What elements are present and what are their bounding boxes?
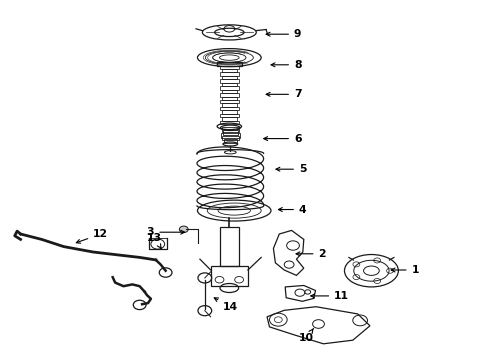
- Bar: [224, 139, 237, 143]
- Text: 10: 10: [298, 328, 314, 343]
- Bar: [222, 90, 237, 93]
- Text: 4: 4: [278, 204, 307, 215]
- Bar: [222, 117, 237, 121]
- Bar: [222, 103, 237, 107]
- Text: 3: 3: [147, 227, 185, 237]
- Bar: [217, 62, 242, 66]
- Bar: [220, 66, 239, 69]
- Text: 14: 14: [214, 298, 238, 312]
- Text: 6: 6: [264, 134, 302, 144]
- Text: 5: 5: [276, 164, 306, 174]
- Bar: [220, 86, 239, 90]
- Bar: [222, 96, 237, 100]
- Bar: [220, 107, 239, 111]
- Text: 7: 7: [266, 89, 302, 99]
- Bar: [222, 111, 237, 114]
- Bar: [222, 127, 239, 132]
- Bar: [211, 266, 248, 286]
- Text: 1: 1: [391, 265, 419, 275]
- Text: 12: 12: [76, 229, 108, 243]
- Bar: [220, 79, 239, 83]
- Bar: [220, 100, 239, 103]
- Bar: [220, 72, 239, 76]
- Text: 11: 11: [311, 291, 349, 301]
- Circle shape: [179, 226, 188, 233]
- Text: 2: 2: [296, 249, 326, 259]
- Bar: [222, 69, 237, 72]
- Bar: [220, 114, 239, 117]
- Bar: [223, 130, 238, 135]
- Bar: [220, 133, 240, 138]
- Bar: [222, 83, 237, 86]
- Bar: [220, 93, 239, 96]
- Bar: [222, 76, 237, 79]
- Bar: [220, 121, 239, 124]
- Text: 13: 13: [147, 233, 162, 248]
- Text: 9: 9: [266, 29, 301, 39]
- Bar: [222, 136, 239, 140]
- Text: 8: 8: [271, 60, 301, 70]
- Bar: [220, 227, 239, 266]
